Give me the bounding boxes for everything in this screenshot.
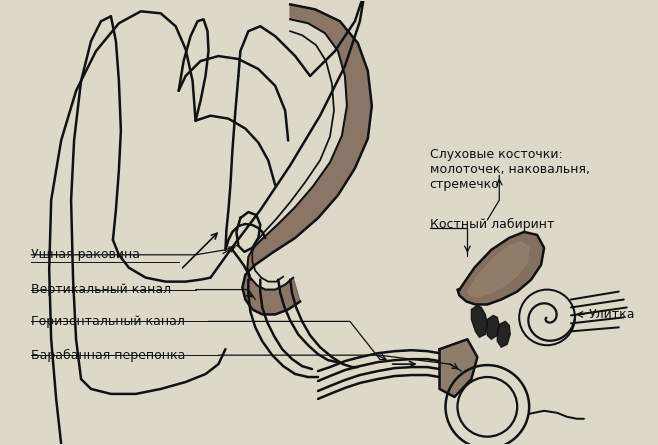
Polygon shape — [440, 339, 477, 397]
Text: Барабанная перепонка: Барабанная перепонка — [32, 348, 186, 362]
Text: Горизонтальный канал: Горизонтальный канал — [32, 315, 185, 328]
Polygon shape — [471, 305, 488, 337]
Polygon shape — [497, 321, 510, 347]
Polygon shape — [467, 242, 529, 296]
Text: Улитка: Улитка — [589, 308, 636, 321]
Text: Костный лабиринт: Костный лабиринт — [430, 218, 554, 231]
Polygon shape — [242, 4, 372, 315]
Polygon shape — [486, 316, 499, 339]
Text: Слуховые косточки:
молоточек, наковальня,
стремечко: Слуховые косточки: молоточек, наковальня… — [430, 149, 590, 191]
Text: Вертикальный канал: Вертикальный канал — [32, 283, 171, 296]
Text: Ушная раковина: Ушная раковина — [32, 248, 140, 261]
Polygon shape — [457, 232, 544, 304]
